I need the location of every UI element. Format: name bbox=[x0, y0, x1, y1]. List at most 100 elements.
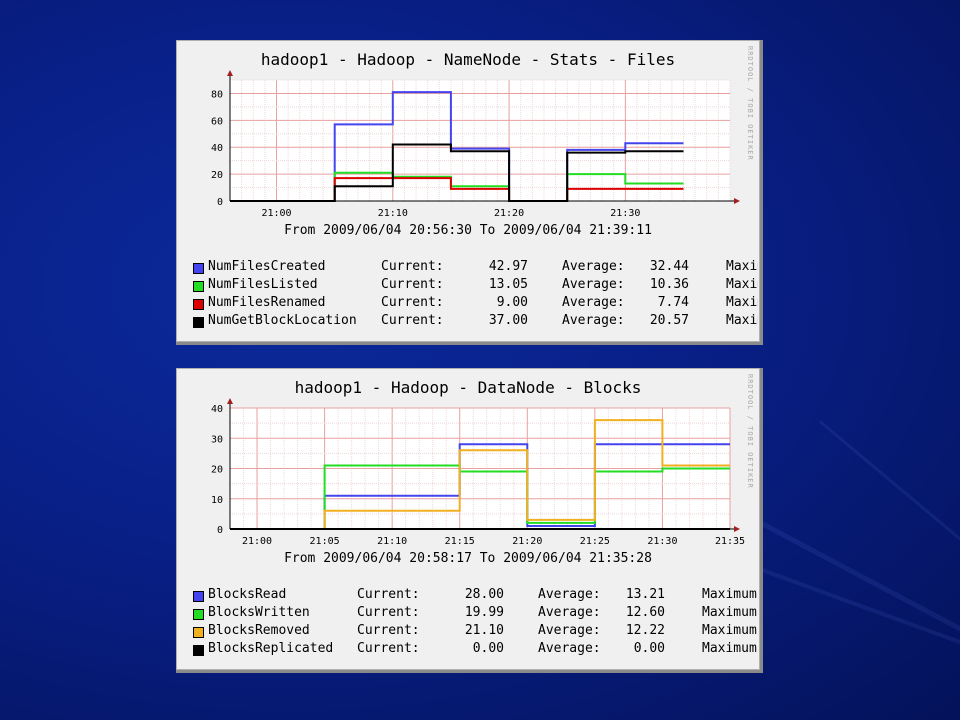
y-tick-label: 30 bbox=[211, 434, 223, 445]
legend-series-name: NumGetBlockLocation bbox=[208, 313, 357, 328]
legend-average-label: Average: bbox=[538, 641, 601, 656]
plot-background bbox=[230, 80, 730, 201]
legend-average-value: 32.44 bbox=[649, 259, 689, 274]
x-tick-label: 21:20 bbox=[512, 536, 542, 547]
legend-current-label: Current: bbox=[357, 623, 420, 638]
series-line-NumGetBlockLocation bbox=[230, 143, 684, 202]
legend-series-name: NumFilesListed bbox=[208, 277, 318, 292]
rrdtool-watermark: RRDTOOL / TOBI OETIKER bbox=[746, 46, 754, 161]
y-tick-label: 10 bbox=[211, 495, 223, 506]
legend-row-BlocksRead: BlocksRead Current: 28.00 Average: 13.21 Maxi… bbox=[193, 587, 758, 605]
legend-series-name: NumFilesRenamed bbox=[208, 295, 326, 310]
legend-current-label: Current: bbox=[381, 259, 444, 274]
legend-average-label: Average: bbox=[562, 295, 625, 310]
legend-maximum-label: Maximum bbox=[726, 295, 758, 310]
x-tick-label: 21:10 bbox=[377, 536, 407, 547]
legend-current-value: 19.99 bbox=[464, 605, 504, 620]
plot-area: 21:00 21:10 21:20 21:30 0 20 40 60 80 bbox=[211, 70, 740, 219]
legend-current-label: Current: bbox=[357, 605, 420, 620]
legend-current-label: Current: bbox=[381, 277, 444, 292]
y-tick-label: 80 bbox=[211, 89, 223, 100]
legend-average-value: 7.74 bbox=[657, 295, 689, 310]
x-tick-label: 21:10 bbox=[378, 208, 408, 219]
x-tick-label: 21:05 bbox=[310, 536, 340, 547]
legend-series-name: BlocksReplicated bbox=[208, 641, 334, 656]
datanode-blocks-graph: hadoop1 - Hadoop - DataNode - Blocks RRD… bbox=[176, 368, 763, 673]
legend-maximum-label: Maximum: bbox=[702, 587, 758, 602]
legend-average-label: Average: bbox=[538, 587, 601, 602]
x-axis-arrow bbox=[734, 526, 740, 532]
legend-average-value: 12.60 bbox=[625, 605, 665, 620]
legend-average-label: Average: bbox=[562, 259, 625, 274]
chart-title: hadoop1 - Hadoop - NameNode - Stats - Fi… bbox=[260, 50, 676, 69]
legend-average-label: Average: bbox=[562, 313, 625, 328]
legend-current-value: 37.00 bbox=[488, 313, 528, 328]
legend-swatch bbox=[193, 317, 204, 328]
x-axis-arrow bbox=[734, 198, 740, 204]
legend-current-label: Current: bbox=[381, 295, 444, 310]
x-tick-label: 21:20 bbox=[494, 208, 524, 219]
legend-average-value: 0.00 bbox=[633, 641, 665, 656]
y-axis-arrow bbox=[227, 398, 233, 404]
x-tick-label: 21:35 bbox=[715, 536, 745, 547]
legend-average-label: Average: bbox=[562, 277, 625, 292]
legend-maximum-label: Maximum: bbox=[702, 623, 758, 638]
namenode-files-graph: hadoop1 - Hadoop - NameNode - Stats - Fi… bbox=[176, 40, 763, 345]
legend: NumFilesCreated Current: 42.97 Average: 32.4… bbox=[193, 259, 758, 331]
legend-current-label: Current: bbox=[357, 641, 420, 656]
legend-current-value: 28.00 bbox=[464, 587, 504, 602]
legend-swatch bbox=[193, 627, 204, 638]
x-tick-label: 21:25 bbox=[580, 536, 610, 547]
legend-average-value: 10.36 bbox=[649, 277, 689, 292]
time-range: From 2009/06/04 20:56:30 To 2009/06/04 2… bbox=[284, 223, 652, 238]
legend-current-value: 21.10 bbox=[464, 623, 504, 638]
legend-row-NumFilesRenamed: NumFilesRenamed Current: 9.00 Average: 7.74 M… bbox=[193, 295, 758, 313]
y-tick-label: 0 bbox=[217, 525, 223, 536]
legend-current-value: 9.00 bbox=[496, 295, 528, 310]
y-tick-label: 40 bbox=[211, 143, 223, 154]
series-line-NumFilesListed bbox=[230, 171, 684, 202]
legend-swatch bbox=[193, 609, 204, 620]
legend-row-BlocksReplicated: BlocksReplicated Current: 0.00 Average: 0.00… bbox=[193, 641, 758, 659]
plot-area: 21:00 21:05 21:10 21:15 21:20 21:25 21:30 21:35… bbox=[211, 398, 745, 547]
x-tick-label: 21:30 bbox=[647, 536, 677, 547]
legend-maximum-label: Maximum: bbox=[702, 605, 758, 620]
legend-current-label: Current: bbox=[381, 313, 444, 328]
legend-maximum-label: Maximum bbox=[726, 259, 758, 274]
y-tick-label: 20 bbox=[211, 465, 223, 476]
x-tick-label: 21:30 bbox=[610, 208, 640, 219]
legend-current-value: 42.97 bbox=[488, 259, 528, 274]
chart-title: hadoop1 - Hadoop - DataNode - Blocks bbox=[294, 378, 642, 397]
series-line-NumFilesRenamed bbox=[230, 177, 684, 202]
legend-maximum-label: Maximum: bbox=[702, 641, 758, 656]
legend-average-value: 20.57 bbox=[649, 313, 689, 328]
x-tick-label: 21:00 bbox=[261, 208, 291, 219]
series-line-BlocksRemoved bbox=[230, 419, 730, 530]
series-line-NumFilesCreated bbox=[230, 91, 684, 202]
legend-swatch bbox=[193, 281, 204, 292]
legend-row-NumGetBlockLocation: NumGetBlockLocation Current: 37.00 Average:… bbox=[193, 313, 758, 331]
legend-series-name: BlocksWritten bbox=[208, 605, 310, 620]
legend-maximum-label: Maximum bbox=[726, 277, 758, 292]
legend-row-NumFilesCreated: NumFilesCreated Current: 42.97 Average: 32.4… bbox=[193, 259, 758, 277]
time-range: From 2009/06/04 20:58:17 To 2009/06/04 2… bbox=[284, 551, 652, 566]
legend-swatch bbox=[193, 263, 204, 274]
x-tick-label: 21:15 bbox=[445, 536, 475, 547]
legend-series-name: BlocksRead bbox=[208, 587, 287, 602]
rrdtool-watermark: RRDTOOL / TOBI OETIKER bbox=[746, 374, 754, 489]
legend-average-label: Average: bbox=[538, 623, 601, 638]
legend-row-NumFilesListed: NumFilesListed Current: 13.05 Average: 10.36… bbox=[193, 277, 758, 295]
legend-row-BlocksWritten: BlocksWritten Current: 19.99 Average: 12.60 M… bbox=[193, 605, 758, 623]
legend-current-value: 0.00 bbox=[472, 641, 504, 656]
legend-current-label: Current: bbox=[357, 587, 420, 602]
legend-series-name: NumFilesCreated bbox=[208, 259, 326, 274]
legend-average-value: 12.22 bbox=[625, 623, 665, 638]
x-tick-label: 21:00 bbox=[242, 536, 272, 547]
legend-swatch bbox=[193, 645, 204, 656]
legend-series-name: BlocksRemoved bbox=[208, 623, 310, 638]
legend-row-BlocksRemoved: BlocksRemoved Current: 21.10 Average: 12.22 M… bbox=[193, 623, 758, 641]
legend: BlocksRead Current: 28.00 Average: 13.21 Maxi… bbox=[193, 587, 758, 659]
y-tick-label: 40 bbox=[211, 404, 223, 415]
y-tick-label: 60 bbox=[211, 116, 223, 127]
legend-maximum-label: Maximum bbox=[726, 313, 758, 328]
